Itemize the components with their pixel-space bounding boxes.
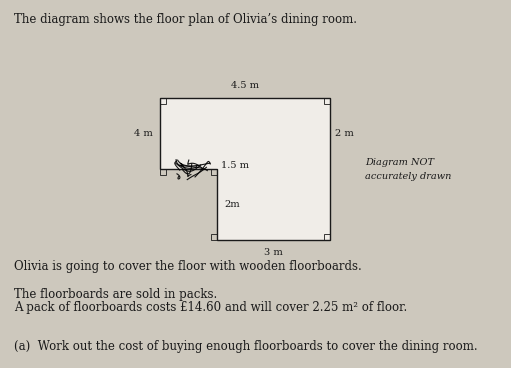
Bar — [324, 98, 330, 104]
Text: accurately drawn: accurately drawn — [365, 172, 451, 181]
Text: 4.5 m: 4.5 m — [231, 81, 259, 90]
Bar — [324, 234, 330, 240]
Text: Diagram NOT: Diagram NOT — [365, 158, 434, 167]
Text: A pack of floorboards costs £14.60 and will cover 2.25 m² of floor.: A pack of floorboards costs £14.60 and w… — [14, 301, 407, 314]
Text: 4 m: 4 m — [134, 129, 153, 138]
Text: The diagram shows the floor plan of Olivia’s dining room.: The diagram shows the floor plan of Oliv… — [14, 13, 357, 26]
Text: 3 m: 3 m — [264, 248, 283, 257]
Bar — [211, 169, 217, 175]
Text: 2m: 2m — [225, 200, 240, 209]
Text: (a)  Work out the cost of buying enough floorboards to cover the dining room.: (a) Work out the cost of buying enough f… — [14, 340, 478, 353]
Polygon shape — [160, 98, 330, 240]
Text: The floorboards are sold in packs.: The floorboards are sold in packs. — [14, 288, 217, 301]
Bar — [160, 98, 166, 104]
Text: Olivia is going to cover the floor with wooden floorboards.: Olivia is going to cover the floor with … — [14, 260, 362, 273]
Text: 2 m: 2 m — [335, 129, 354, 138]
Text: 1.5 m: 1.5 m — [221, 162, 249, 170]
Bar — [211, 234, 217, 240]
Bar — [160, 169, 166, 175]
